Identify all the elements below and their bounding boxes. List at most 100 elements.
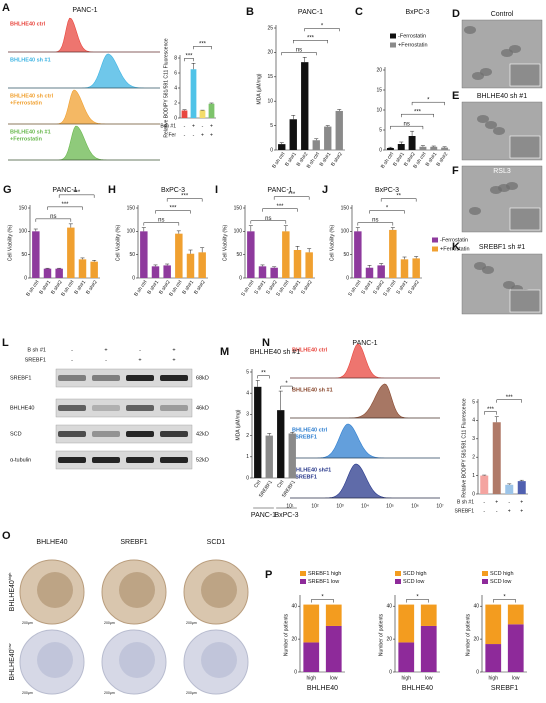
histogram-label: +SREBF1	[292, 434, 317, 440]
significance-bracket	[496, 399, 522, 403]
y-tick-label: 0	[472, 491, 475, 497]
blot-mark: -	[71, 347, 73, 353]
significance-label: ***	[185, 53, 193, 59]
error-bar	[402, 256, 407, 260]
blot-strip	[55, 424, 193, 444]
blot-band	[92, 405, 120, 411]
panel-letter: M	[220, 346, 229, 358]
y-tick-label: 0	[389, 669, 392, 675]
bar-segment	[507, 604, 524, 625]
panel-letter: G	[3, 184, 12, 196]
histogram-label: BHLHE40 ctrl	[292, 427, 328, 433]
significance-label: **	[261, 371, 266, 377]
legend-swatch	[482, 579, 488, 584]
bar	[32, 231, 40, 278]
y-tick-label: 15	[267, 74, 273, 80]
y-axis-label: Number of patients	[465, 613, 471, 656]
blot-band	[58, 375, 86, 381]
ihc-tissue	[119, 642, 155, 678]
legend-label: SCD low	[403, 579, 424, 585]
bar	[412, 258, 420, 278]
significance-label: *	[416, 595, 419, 601]
ihc-row-gene: BHLHE40	[9, 649, 16, 680]
bar	[208, 103, 215, 118]
ihc-column-label: SCD1	[207, 539, 226, 546]
legend-label: SCD high	[403, 571, 427, 577]
y-tick-label: 4	[472, 418, 475, 424]
significance-label: ***	[307, 35, 315, 41]
ihc-core	[19, 629, 85, 695]
inset	[509, 63, 541, 87]
significance-bracket	[281, 52, 317, 56]
y-axis-label: Relative BODIPY 581/591 C11 Fluorescence	[163, 38, 169, 138]
legend-label: SCD low	[490, 579, 511, 585]
bar-segment	[485, 604, 502, 645]
bar-segment	[303, 604, 320, 643]
significance-label: ***	[288, 192, 296, 198]
x-tick-label: Ctrl	[276, 479, 285, 489]
y-tick-label: 4	[174, 85, 177, 91]
error-bar	[68, 223, 73, 228]
y-tick-label: 100	[234, 229, 243, 235]
x-tick-label: Ctrl	[253, 479, 262, 489]
row-mark: -	[202, 123, 204, 129]
bar	[140, 231, 148, 278]
significance-bracket	[257, 375, 270, 379]
y-axis-label: Number of patients	[378, 613, 384, 656]
bar	[247, 231, 255, 278]
legend-label: SREBF1 low	[308, 579, 339, 585]
x-tick-label: 10⁵	[386, 503, 394, 509]
histogram-label: BHLHE40 sh #1	[10, 57, 51, 63]
panel-letter: H	[108, 184, 116, 196]
significance-label: ***	[276, 204, 284, 210]
error-bar	[80, 257, 85, 260]
blot-band	[92, 431, 120, 437]
blot-size-label: 42kD	[196, 431, 209, 437]
scale-label: 200μm	[104, 621, 115, 625]
y-tick-label: 5	[270, 123, 273, 129]
y-axis-label: Cell Viability (%)	[7, 225, 13, 262]
group-label: PANC-1	[251, 512, 276, 519]
row-label: SREBF1	[455, 508, 475, 514]
x-tick-label: low	[512, 675, 520, 681]
bar	[67, 227, 75, 278]
y-axis-label: Cell Viability (%)	[329, 225, 335, 262]
bar	[324, 126, 332, 150]
significance-bracket	[484, 411, 497, 415]
significance-bracket	[143, 222, 180, 226]
row-mark: +	[520, 508, 523, 514]
organelle	[493, 127, 505, 135]
significance-bracket	[166, 198, 203, 202]
error-bar	[302, 57, 307, 63]
ihc-core	[101, 629, 167, 695]
ihc-core	[183, 559, 249, 625]
error-bar	[494, 416, 499, 423]
x-tick-label: 10³	[336, 503, 344, 509]
legend-swatch	[390, 33, 396, 39]
histogram-label: BHLHE40 ctrl	[292, 347, 328, 353]
significance-bracket	[273, 196, 310, 200]
panel-letter: I	[215, 184, 218, 196]
x-axis-label: SREBF1	[491, 685, 518, 692]
histogram-label: BHLHE40 sh ctrl	[10, 93, 54, 99]
blot-row-label: SREBF1	[25, 357, 46, 363]
error-bar	[290, 432, 295, 434]
x-tick-label: low	[425, 675, 433, 681]
y-tick-label: 50	[129, 252, 135, 258]
row-mark: +	[520, 499, 523, 505]
bar	[186, 253, 195, 278]
y-tick-label: 3	[472, 436, 475, 442]
group-label: BxPC-3	[274, 512, 298, 519]
y-tick-label: 50	[343, 252, 349, 258]
y-tick-label: 1	[472, 473, 475, 479]
significance-label: ***	[199, 41, 207, 47]
micrograph-label: RSL3	[493, 168, 511, 175]
legend-swatch	[432, 246, 438, 252]
scale-label: 200μm	[104, 691, 115, 695]
bar	[335, 110, 343, 150]
significance-bracket	[184, 58, 194, 62]
error-bar	[153, 264, 158, 267]
blot-strip	[55, 398, 193, 418]
y-axis-label: Number of patients	[283, 613, 289, 656]
